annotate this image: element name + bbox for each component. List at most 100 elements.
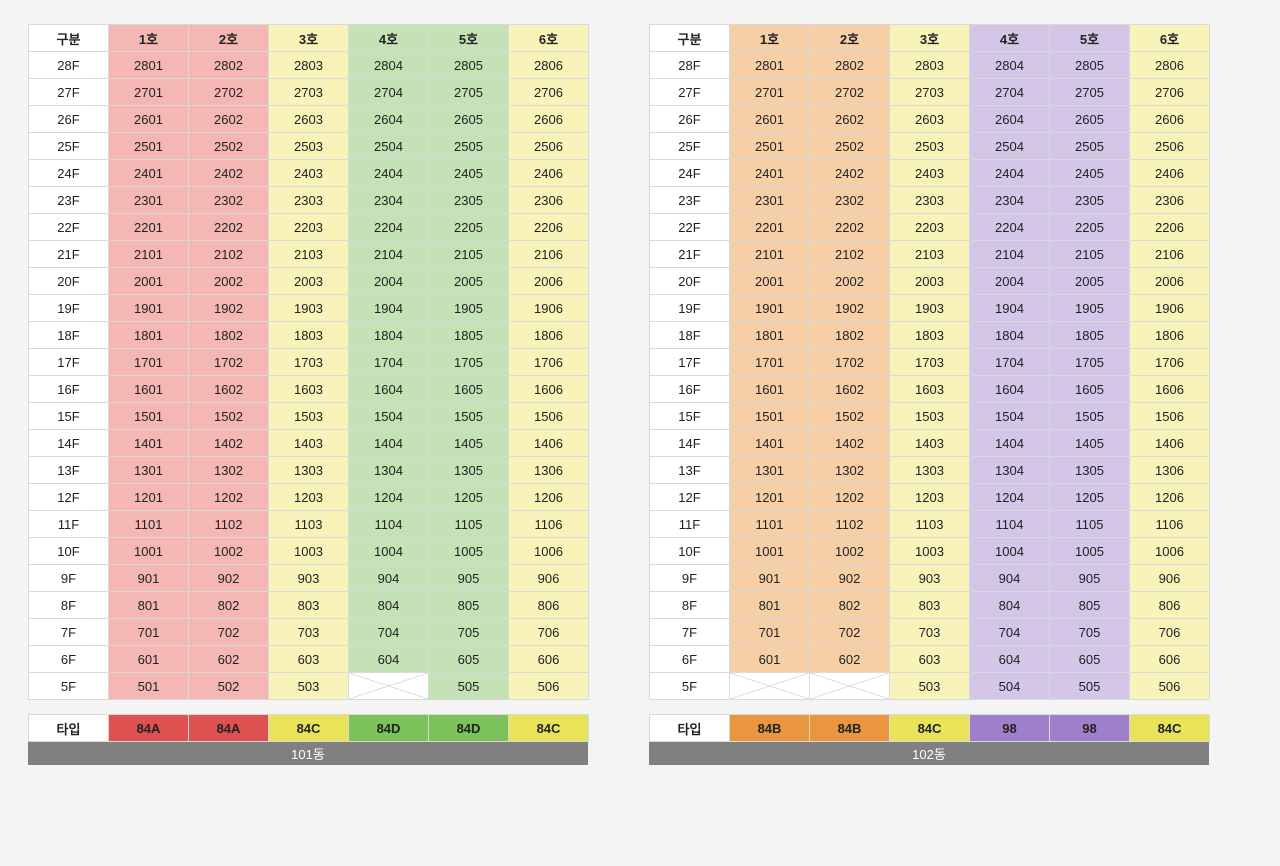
col-header: 4호 [349, 25, 429, 52]
unit-cell: 904 [970, 565, 1050, 592]
unit-cell: 1106 [509, 511, 589, 538]
unit-cell: 2205 [1050, 214, 1130, 241]
unit-cell: 2701 [109, 79, 189, 106]
unit-cell: 2705 [1050, 79, 1130, 106]
unit-cell: 1005 [429, 538, 509, 565]
floor-row: 26F260126022603260426052606 [650, 106, 1210, 133]
unit-cell: 906 [509, 565, 589, 592]
unit-cell: 1406 [509, 430, 589, 457]
unit-cell: 1503 [269, 403, 349, 430]
building: 구분1호2호3호4호5호6호28F28012802280328042805280… [649, 24, 1210, 765]
unit-cell: 1802 [189, 322, 269, 349]
floor-row: 5F501502503505506 [29, 673, 589, 700]
floor-label: 16F [29, 376, 109, 403]
unit-cell: 2405 [1050, 160, 1130, 187]
unit-cell: 1803 [269, 322, 349, 349]
unit-cell: 1404 [970, 430, 1050, 457]
unit-cell: 2804 [349, 52, 429, 79]
floor-row: 14F140114021403140414051406 [650, 430, 1210, 457]
unit-cell: 1301 [109, 457, 189, 484]
floor-label: 22F [650, 214, 730, 241]
unit-cell: 902 [189, 565, 269, 592]
unit-cell: 1203 [890, 484, 970, 511]
unit-cell: 2302 [189, 187, 269, 214]
floor-row: 6F601602603604605606 [650, 646, 1210, 673]
floor-label: 6F [29, 646, 109, 673]
unit-cell: 1105 [429, 511, 509, 538]
floor-row: 25F250125022503250425052506 [29, 133, 589, 160]
unit-cell: 1001 [730, 538, 810, 565]
floor-label: 14F [29, 430, 109, 457]
unit-cell: 701 [109, 619, 189, 646]
unit-cell: 1701 [109, 349, 189, 376]
unit-cell: 1804 [970, 322, 1050, 349]
unit-cell: 1004 [349, 538, 429, 565]
floor-row: 13F130113021303130413051306 [650, 457, 1210, 484]
unit-cell: 801 [109, 592, 189, 619]
unit-cell: 1506 [509, 403, 589, 430]
unit-cell: 2602 [810, 106, 890, 133]
unit-cell: 1804 [349, 322, 429, 349]
unit-cell: 2003 [890, 268, 970, 295]
unit-cell: 1405 [1050, 430, 1130, 457]
col-header: 2호 [810, 25, 890, 52]
unit-cell: 1902 [810, 295, 890, 322]
floor-row: 20F200120022003200420052006 [650, 268, 1210, 295]
type-cell: 84C [269, 715, 349, 742]
floor-row: 12F120112021203120412051206 [29, 484, 589, 511]
unit-cell: 1502 [189, 403, 269, 430]
unit-cell: 706 [1130, 619, 1210, 646]
empty-unit [730, 673, 810, 700]
unit-cell: 2606 [1130, 106, 1210, 133]
floor-label: 25F [29, 133, 109, 160]
unit-cell: 2706 [509, 79, 589, 106]
unit-cell: 702 [810, 619, 890, 646]
unit-cell: 1702 [810, 349, 890, 376]
unit-cell: 506 [1130, 673, 1210, 700]
unit-cell: 1901 [730, 295, 810, 322]
unit-cell: 1302 [189, 457, 269, 484]
floor-row: 16F160116021603160416051606 [650, 376, 1210, 403]
unit-cell: 1703 [269, 349, 349, 376]
unit-cell: 1502 [810, 403, 890, 430]
unit-cell: 1705 [1050, 349, 1130, 376]
unit-cell: 1204 [970, 484, 1050, 511]
col-header-category: 구분 [29, 25, 109, 52]
unit-cell: 904 [349, 565, 429, 592]
unit-cell: 2005 [1050, 268, 1130, 295]
floor-row: 11F110111021103110411051106 [650, 511, 1210, 538]
unit-cell: 604 [970, 646, 1050, 673]
building-name: 101동 [28, 742, 588, 765]
floor-label: 11F [29, 511, 109, 538]
unit-cell: 601 [730, 646, 810, 673]
unit-cell: 1402 [189, 430, 269, 457]
unit-cell: 2601 [730, 106, 810, 133]
unit-cell: 2805 [429, 52, 509, 79]
floor-row: 13F130113021303130413051306 [29, 457, 589, 484]
floor-label: 28F [650, 52, 730, 79]
unit-cell: 703 [890, 619, 970, 646]
type-cell: 84B [810, 715, 890, 742]
unit-cell: 2206 [509, 214, 589, 241]
unit-cell: 2001 [109, 268, 189, 295]
unit-cell: 1604 [970, 376, 1050, 403]
unit-cell: 1602 [810, 376, 890, 403]
unit-cell: 2506 [509, 133, 589, 160]
unit-cell: 2502 [810, 133, 890, 160]
unit-cell: 2406 [509, 160, 589, 187]
floor-label: 9F [29, 565, 109, 592]
unit-cell: 1801 [730, 322, 810, 349]
unit-cell: 805 [1050, 592, 1130, 619]
unit-cell: 2505 [1050, 133, 1130, 160]
unit-cell: 1606 [1130, 376, 1210, 403]
unit-cell: 2403 [890, 160, 970, 187]
unit-cell: 1505 [1050, 403, 1130, 430]
floor-label: 16F [650, 376, 730, 403]
floor-label: 10F [650, 538, 730, 565]
type-cell: 84C [509, 715, 589, 742]
unit-cell: 2102 [810, 241, 890, 268]
unit-cell: 2103 [269, 241, 349, 268]
unit-cell: 604 [349, 646, 429, 673]
floor-label: 24F [29, 160, 109, 187]
unit-cell: 901 [109, 565, 189, 592]
